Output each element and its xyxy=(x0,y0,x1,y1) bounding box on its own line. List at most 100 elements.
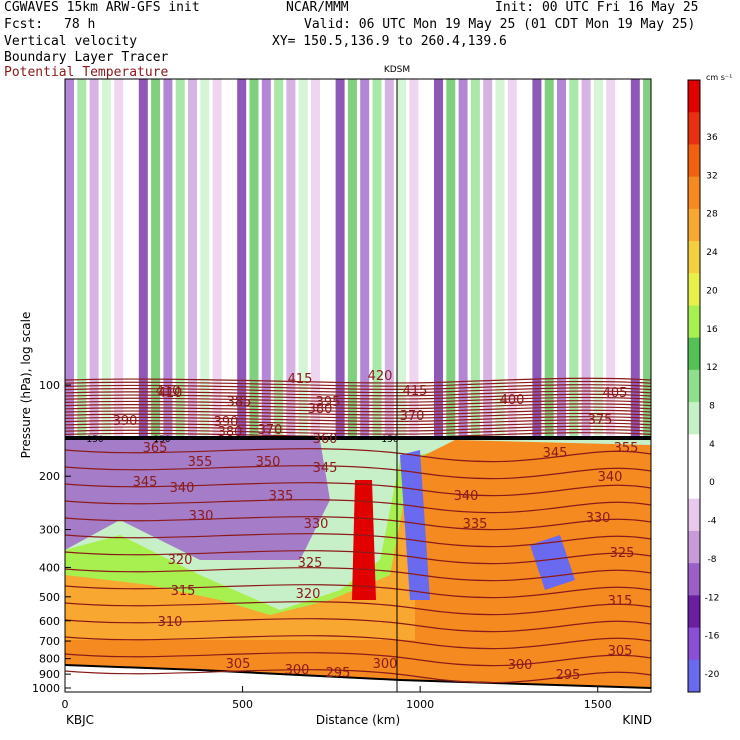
theta-label: 325 xyxy=(298,556,323,571)
xy-range: XY= 150.5,136.9 to 260.4,139.6 xyxy=(272,34,507,49)
theta-label: 345 xyxy=(133,475,158,490)
theta-label: 410 xyxy=(156,384,181,399)
colorbar-label: 32 xyxy=(706,171,717,181)
init-time: Init: 00 UTC Fri 16 May 25 xyxy=(495,0,699,15)
colorbar-swatch xyxy=(688,563,700,596)
y-tick-label: 200 xyxy=(39,470,60,483)
theta-label: 360 xyxy=(313,432,338,447)
colorbar-swatch xyxy=(688,402,700,435)
theta-label: 340 xyxy=(170,481,195,496)
theta-label: 345 xyxy=(543,446,568,461)
y-tick-label: 700 xyxy=(39,635,60,648)
endpoint-left: KBJC xyxy=(66,713,94,727)
colorbar-swatch xyxy=(688,80,700,113)
colorbar-swatch xyxy=(688,530,700,564)
colorbar-label: 24 xyxy=(706,248,718,258)
colorbar-swatch xyxy=(688,595,700,629)
theta-label: 315 xyxy=(171,584,196,599)
model-title: CGWAVES 15km ARW-GFS init xyxy=(4,0,200,15)
colorbar-swatch xyxy=(688,305,700,339)
colorbar-swatch xyxy=(688,659,700,693)
theta-label: 340 xyxy=(454,489,479,504)
colorbar-label: 16 xyxy=(706,325,718,335)
theta-label: 300 xyxy=(285,663,310,678)
theta-label: 320 xyxy=(168,553,193,568)
theta-label: 420 xyxy=(368,369,393,384)
theta-label: 355 xyxy=(188,455,213,470)
colorbar-swatch xyxy=(688,273,700,306)
theta-label: 305 xyxy=(608,644,633,659)
forecast-hour: 78 h xyxy=(64,17,96,32)
theta-label: 330 xyxy=(189,509,214,524)
colorbar-swatch xyxy=(688,208,700,242)
theta-label: 355 xyxy=(614,441,639,456)
x-tick-label: 0 xyxy=(62,698,69,711)
y-tick-label: 400 xyxy=(39,561,60,574)
y-tick-label: 1000 xyxy=(32,682,60,695)
theta-label: 380 xyxy=(308,402,333,417)
colorbar-swatch xyxy=(688,627,700,661)
theta-label: 395 xyxy=(316,395,341,410)
theta-label: 405 xyxy=(603,386,628,401)
theta-label: 390 xyxy=(214,415,239,430)
theta-label: 325 xyxy=(610,546,635,561)
theta-label: 380 xyxy=(218,425,243,440)
colorbar-label: 0 xyxy=(709,478,715,488)
theta-label: 330 xyxy=(586,511,611,526)
theta-label: 345 xyxy=(313,461,338,476)
colorbar-swatch xyxy=(688,369,700,403)
theta-label: 300 xyxy=(508,658,533,673)
theta-label: 370 xyxy=(400,409,425,424)
colorbar-swatch xyxy=(688,337,700,371)
theta-label: 300 xyxy=(373,657,398,672)
y-tick-label: 500 xyxy=(39,591,60,604)
colorbar-label: 8 xyxy=(709,402,715,412)
theta-label: 340 xyxy=(598,470,623,485)
colorbar-label: 4 xyxy=(709,440,715,450)
colorbar-label: -16 xyxy=(705,632,720,642)
theta-label: 385 xyxy=(227,395,252,410)
theta-label: 415 xyxy=(403,384,428,399)
variable-vertical-velocity: Vertical velocity xyxy=(4,34,138,49)
theta-label: 305 xyxy=(226,657,251,672)
theta-label: 310 xyxy=(158,615,183,630)
colorbar-swatch xyxy=(688,434,700,468)
x-axis-label: Distance (km) xyxy=(316,713,400,727)
variable-boundary-layer-tracer: Boundary Layer Tracer xyxy=(4,50,169,65)
theta-label: 400 xyxy=(500,393,525,408)
colorbar-label: -12 xyxy=(705,593,720,603)
colorbar-label: -20 xyxy=(705,670,720,680)
colorbar-label: 36 xyxy=(706,133,718,143)
chart-title: KDSM xyxy=(384,65,410,75)
colorbar-swatch xyxy=(688,498,700,532)
theta-label: 335 xyxy=(269,489,294,504)
y-tick-label: 600 xyxy=(39,615,60,628)
theta-label: 335 xyxy=(463,517,488,532)
theta-label: 370 xyxy=(258,423,283,438)
y-tick-label: 300 xyxy=(39,524,60,537)
organization: NCAR/MMM xyxy=(286,0,349,15)
theta-label: 415 xyxy=(288,372,313,387)
colorbar-frame xyxy=(687,79,701,693)
x-tick-label: 1000 xyxy=(406,698,434,711)
x-tick-label: 1500 xyxy=(584,698,612,711)
theta-label: 330 xyxy=(304,517,329,532)
colorbar-swatch xyxy=(688,241,700,274)
theta-label: 390 xyxy=(113,414,138,429)
endpoint-right: KIND xyxy=(622,713,652,727)
theta-label: 375 xyxy=(588,413,613,428)
theta-label: 295 xyxy=(326,666,351,681)
colorbar-swatch xyxy=(688,112,700,145)
theta-label: 295 xyxy=(556,668,581,683)
tropopause-label: 150 xyxy=(86,435,103,445)
theta-label: 350 xyxy=(256,455,281,470)
theta-label: 315 xyxy=(608,594,633,609)
colorbar-swatch xyxy=(688,176,700,210)
forecast-label: Fcst: xyxy=(4,17,44,32)
y-tick-label: 900 xyxy=(39,668,60,681)
theta-contours xyxy=(65,377,651,684)
theta-label: 320 xyxy=(296,587,321,602)
